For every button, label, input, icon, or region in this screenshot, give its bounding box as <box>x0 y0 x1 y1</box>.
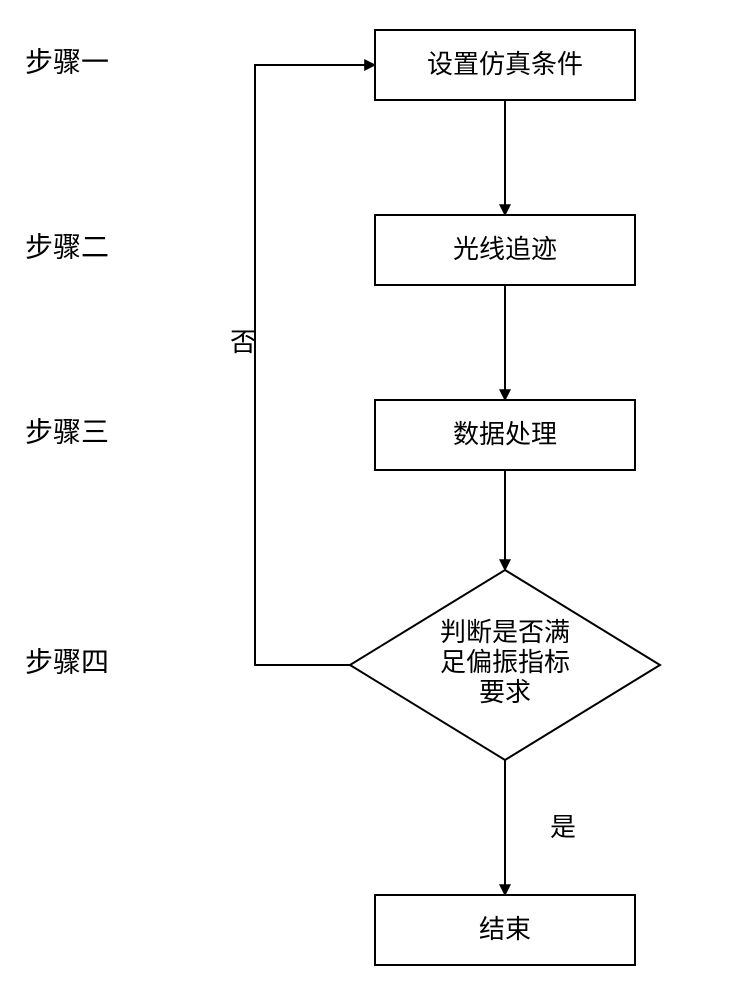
side-label-s3: 步骤三 <box>25 417 109 448</box>
end-box: 结束 <box>375 895 635 965</box>
step2-box: 光线追迹 <box>375 215 635 285</box>
side-label-s1: 步骤一 <box>25 47 109 78</box>
flowchart: 设置仿真条件光线追迹数据处理判断是否满足偏振指标要求结束 步骤一步骤二步骤三步骤四… <box>0 0 745 1000</box>
step3-box: 数据处理 <box>375 400 635 470</box>
step2-label: 光线追迹 <box>453 235 557 264</box>
step1-label: 设置仿真条件 <box>427 50 583 79</box>
step4-label-line3: 要求 <box>479 678 531 707</box>
step4-label-line1: 判断是否满 <box>440 618 570 647</box>
end-label: 结束 <box>479 915 531 944</box>
step4-box: 判断是否满足偏振指标要求 <box>350 570 660 760</box>
edge-e4_no <box>255 65 375 665</box>
step3-label: 数据处理 <box>453 420 557 449</box>
edge-e4_no-label: 否 <box>230 328 256 357</box>
step1-box: 设置仿真条件 <box>375 30 635 100</box>
side-label-s2: 步骤二 <box>25 232 109 263</box>
side-label-s4: 步骤四 <box>25 647 109 678</box>
edge-e4_yes-label: 是 <box>550 813 576 842</box>
step4-label-line2: 足偏振指标 <box>440 648 570 677</box>
